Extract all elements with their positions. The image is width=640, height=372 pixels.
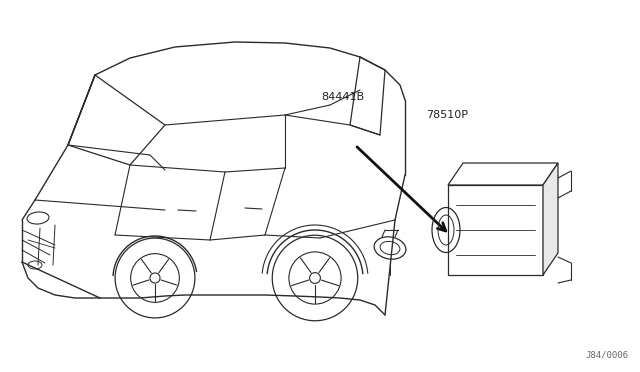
- Text: 84441B: 84441B: [321, 92, 364, 102]
- Text: 78510P: 78510P: [426, 110, 468, 120]
- Polygon shape: [448, 163, 558, 185]
- Bar: [448, 185, 543, 275]
- Text: J84/0006: J84/0006: [585, 351, 628, 360]
- Polygon shape: [543, 163, 558, 275]
